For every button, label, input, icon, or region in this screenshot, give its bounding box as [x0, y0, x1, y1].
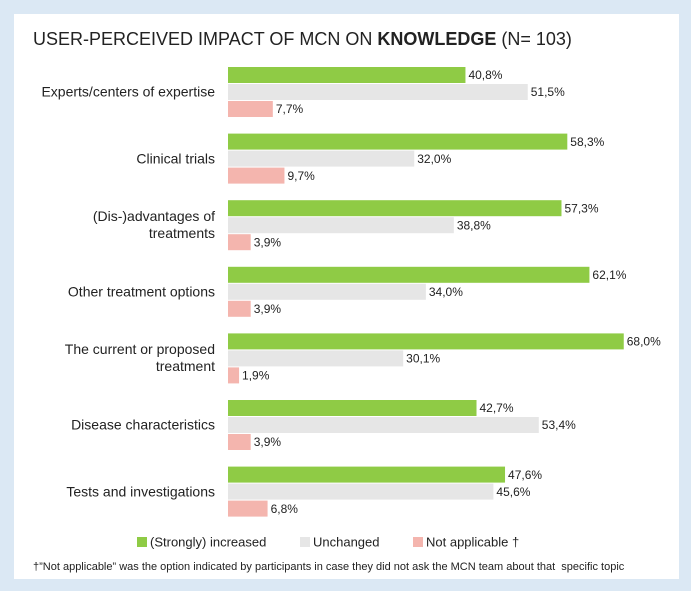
bar: [228, 400, 477, 416]
bar: [228, 167, 285, 184]
bar: [228, 466, 506, 483]
value-label: 58,3%: [570, 135, 604, 149]
bar: [228, 217, 454, 234]
category-label: Experts/centers of expertise: [41, 83, 215, 100]
value-label: 68,0%: [627, 335, 661, 349]
bar: [228, 483, 494, 500]
bar: [228, 283, 426, 300]
bar: [228, 417, 539, 433]
value-label: 57,3%: [564, 201, 598, 215]
value-label: 30,1%: [406, 352, 440, 366]
footnote: †”Not applicable” was the option indicat…: [33, 561, 625, 573]
bar: [228, 101, 273, 117]
category-label: The current or proposed treatment: [64, 341, 215, 375]
category-label: Disease characteristics: [71, 416, 215, 433]
legend-swatch: [137, 537, 147, 547]
value-label: 3,9%: [254, 235, 282, 249]
chart-title: USER-PERCEIVED IMPACT OF MCN ON KNOWLEDG…: [33, 29, 572, 49]
title-part: KNOWLEDGE: [377, 29, 496, 49]
value-label: 38,8%: [457, 218, 491, 232]
legend-label: Unchanged: [313, 534, 380, 549]
legend-label: (Strongly) increased: [150, 534, 266, 549]
bar: [228, 150, 415, 167]
legend-swatch: [413, 537, 423, 547]
bar: [228, 84, 528, 100]
bar: [228, 133, 568, 150]
value-label: 42,7%: [480, 401, 514, 415]
bar: [228, 200, 562, 217]
category-label: Tests and investigations: [66, 483, 215, 500]
value-label: 1,9%: [242, 369, 270, 383]
bar: [228, 67, 466, 83]
title-part: USER-PERCEIVED IMPACT OF MCN ON: [33, 29, 377, 49]
value-label: 34,0%: [429, 285, 463, 299]
bar: [228, 434, 251, 450]
bar: [228, 367, 240, 384]
value-label: 3,9%: [254, 302, 282, 316]
bar: [228, 350, 404, 367]
title-part: (N= 103): [496, 29, 572, 49]
bar: [228, 266, 590, 283]
bar: [228, 333, 624, 350]
value-label: 45,6%: [496, 485, 530, 499]
value-label: 7,7%: [276, 102, 304, 116]
category-label: (Dis-)advantages of treatments: [92, 208, 215, 242]
bar: [228, 500, 268, 517]
bar: [228, 234, 251, 251]
value-label: 62,1%: [592, 268, 626, 282]
value-label: 3,9%: [254, 435, 282, 449]
bar: [228, 300, 251, 317]
category-label: Other treatment options: [67, 283, 215, 300]
value-label: 53,4%: [542, 418, 576, 432]
category-label: Clinical trials: [136, 150, 215, 167]
value-label: 51,5%: [531, 85, 565, 99]
value-label: 40,8%: [468, 68, 502, 82]
value-label: 47,6%: [508, 468, 542, 482]
value-label: 6,8%: [271, 502, 299, 516]
value-label: 32,0%: [417, 152, 451, 166]
value-label: 9,7%: [287, 169, 315, 183]
legend-swatch: [300, 537, 310, 547]
legend-label: Not applicable †: [426, 534, 519, 549]
